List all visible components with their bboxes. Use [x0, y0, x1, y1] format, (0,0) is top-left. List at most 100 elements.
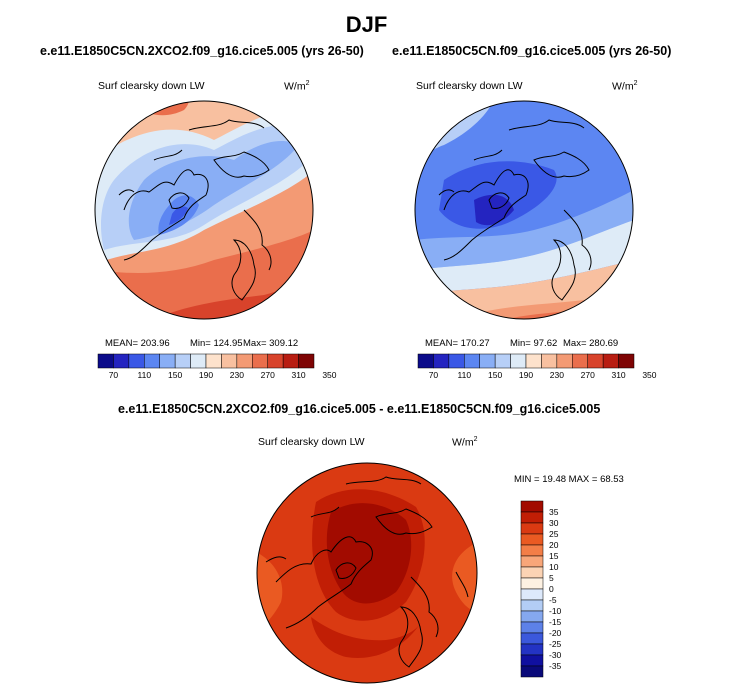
panel-diff-colorbar-swatch [520, 522, 544, 535]
panel-b-colorbar-tick-label: 110 [457, 370, 472, 380]
panel-b-colorbar [417, 353, 635, 369]
panel-a-field-coldest [169, 206, 188, 225]
panel-diff-colorbar-tick-label: -15 [549, 617, 562, 627]
panel-b-colorbar-tick-label: 190 [518, 370, 534, 380]
panel-b-colorbar-swatch [433, 353, 450, 369]
panel-diff-colorbar-swatch [520, 599, 544, 612]
panel-diff-colorbar-tick-label: 20 [549, 540, 559, 550]
panel-diff-colorbar-swatch [520, 566, 544, 579]
panel-diff-colorbar-tick-label: 10 [549, 562, 559, 572]
panel-a-colorbar-swatch [298, 353, 315, 369]
panel-diff-colorbar-swatch [520, 533, 544, 546]
panel-b-coastlines [438, 119, 592, 301]
panel-a-colorbar-tick-label: 350 [322, 370, 337, 380]
panel-a-colorbar-swatch [205, 353, 222, 369]
panel-diff-colorbar-swatch [520, 632, 544, 645]
panel-diff-colorbar-tick-label: 5 [549, 573, 554, 583]
panel-b-colorbar-tick-label: 270 [580, 370, 595, 380]
panel-a-units: W/m2 [284, 80, 310, 93]
panel-a-min: Min= 124.95 [190, 338, 243, 349]
panel-b-colorbar-swatch [541, 353, 558, 369]
panel-a-colorbar-swatch [221, 353, 238, 369]
panel-diff-colorbar-tick-label: -5 [549, 595, 557, 605]
panel-diff-coastlines [265, 476, 469, 668]
panel-b-field-cool [415, 190, 633, 270]
panel-diff-colorbar-ticks: 35 30 25 20 15 10 5 0 -5 -10 -15 -20 -25 -30 -35 [549, 501, 579, 677]
panel-b-colorbar-swatch [572, 353, 588, 369]
panel-a-colorbar-swatch [190, 353, 207, 369]
panel-b-max: Max= 280.69 [563, 338, 619, 349]
panel-a-colorbar-swatch [144, 353, 160, 369]
panel-a-max: Max= 309.12 [243, 338, 299, 349]
panel-diff-colorbar-tick-label: 15 [549, 551, 559, 561]
panel-diff-colorbar-swatch [520, 544, 544, 557]
panel-diff-colorbar-swatch [520, 643, 544, 656]
panel-a-colorbar-tick-label: 70 [108, 370, 119, 380]
panel-b-colorbar-swatch [556, 353, 573, 369]
panel-b-colorbar-swatch [510, 353, 527, 369]
panel-a-colorbar-swatch [159, 353, 176, 369]
panel-diff-map-border [256, 462, 478, 684]
panel-diff-colorbar-swatch [520, 577, 544, 590]
panel-a-colorbar-swatch [128, 353, 145, 369]
panel-b-units: W/m2 [612, 80, 638, 93]
panel-a-colorbar-tick-label: 230 [229, 370, 244, 380]
panel-a-variable: Surf clearsky down LW [98, 80, 205, 92]
panel-b-colorbar-tick-label: 350 [642, 370, 657, 380]
panel-a-colorbar-swatch [267, 353, 284, 369]
panel-diff-field-highest [326, 503, 412, 604]
season-title: DJF [345, 12, 388, 37]
panel-diff-colorbar-swatch [520, 610, 544, 623]
panel-b-colorbar-ticks: 70 110 150 190 230 270 310 350 [418, 370, 657, 382]
panel-diff-colorbar-tick-label: -25 [549, 639, 562, 649]
panel-diff-field-high-lower [311, 617, 421, 658]
panel-a-colorbar-swatch [97, 353, 114, 369]
panel-diff-field-lighter-right [452, 542, 477, 612]
panel-diff-colorbar-tick-label: -35 [549, 661, 562, 671]
panel-diff-colorbar-swatch [520, 654, 544, 667]
panel-b-min: Min= 97.62 [510, 338, 558, 349]
panel-a-colorbar-swatch [174, 353, 191, 369]
panel-diff-colorbar-tick-label: 35 [549, 507, 559, 517]
panel-diff-colorbar-swatch [520, 555, 544, 568]
panel-b-colorbar-swatch [417, 353, 434, 369]
panel-a-colorbar-tick-label: 270 [260, 370, 275, 380]
panel-b-colorbar-swatch [587, 353, 604, 369]
panel-diff-colorbar-swatch [520, 621, 544, 634]
panel-diff-colorbar-tick-label: -10 [549, 606, 562, 616]
panel-a-colorbar-swatch [113, 353, 130, 369]
panel-diff-title: e.e11.E1850C5CN.2XCO2.f09_g16.cice5.005 … [118, 402, 601, 416]
panel-a-colorbar-tick-label: 190 [198, 370, 214, 380]
panel-diff-colorbar-tick-label: 0 [549, 584, 554, 594]
panel-a-title: e.e11.E1850C5CN.2XCO2.f09_g16.cice5.005 … [40, 44, 364, 58]
panel-diff-colorbar-swatch [520, 588, 544, 601]
panel-b-colorbar-swatch [494, 353, 511, 369]
panel-b-map-border [414, 100, 634, 320]
panel-diff-colorbar-swatch [520, 665, 544, 678]
panel-b-colorbar-tick-label: 310 [611, 370, 626, 380]
panel-a-colorbar-swatch [282, 353, 299, 369]
panel-b-colorbar-tick-label: 70 [428, 370, 439, 380]
panel-a-colorbar-tick-label: 110 [137, 370, 152, 380]
panel-b-mean: MEAN= 170.27 [425, 338, 490, 349]
panel-b-map [414, 100, 634, 320]
panel-diff-units: W/m2 [452, 436, 478, 449]
panel-a-colorbar-ticks: 70 110 150 190 230 270 310 350 [98, 370, 337, 382]
panel-b-colorbar-swatch [464, 353, 480, 369]
panel-a-map-border [94, 100, 314, 320]
panel-b-colorbar-tick-label: 150 [488, 370, 503, 380]
panel-diff-colorbar-swatch [520, 500, 544, 513]
panel-diff-colorbar-swatch [520, 511, 544, 524]
panel-b-field-cold [439, 161, 557, 229]
panel-a-colorbar-tick-label: 150 [168, 370, 183, 380]
panel-b-colorbar-swatch [602, 353, 619, 369]
panel-a-coastlines [118, 119, 272, 301]
panel-a-colorbar-swatch [252, 353, 268, 369]
panel-b-colorbar-swatch [525, 353, 542, 369]
panel-diff-colorbar-tick-label: 30 [549, 518, 559, 528]
panel-b-title: e.e11.E1850C5CN.f09_g16.cice5.005 (yrs 2… [392, 44, 672, 58]
panel-b-colorbar-swatch [448, 353, 465, 369]
panel-a-colorbar-swatch [236, 353, 253, 369]
panel-a-mean: MEAN= 203.96 [105, 338, 170, 349]
panel-b-variable: Surf clearsky down LW [416, 80, 523, 92]
